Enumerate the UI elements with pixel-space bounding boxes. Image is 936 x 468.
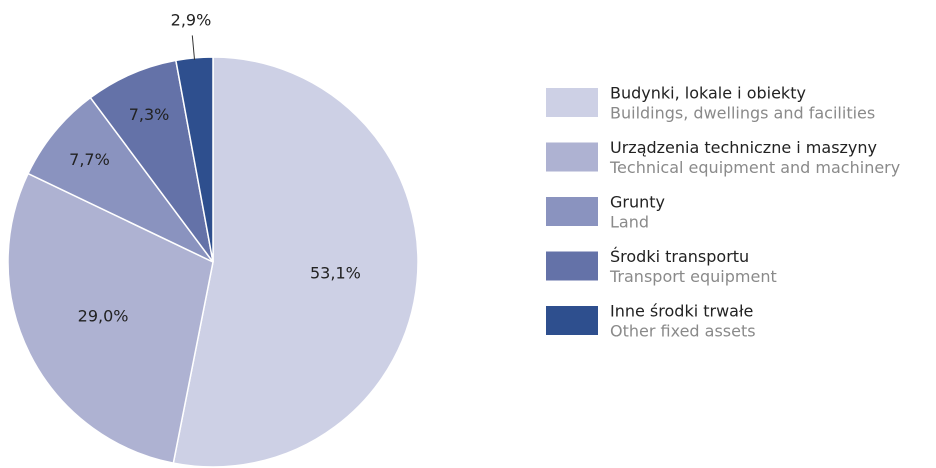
pie-slice	[172, 56, 419, 468]
legend-label-en: Transport equipment	[609, 267, 777, 286]
legend-label-en: Land	[610, 213, 649, 232]
data-label: 7,3%	[129, 105, 170, 124]
legend-label: Grunty	[610, 193, 665, 212]
data-label: 53,1%	[310, 263, 361, 282]
legend-label: Budynki, lokale i obiekty	[610, 84, 806, 103]
legend-swatch	[546, 197, 598, 226]
legend-label-en: Buildings, dwellings and facilities	[610, 104, 875, 123]
legend-label: Inne środki trwałe	[610, 302, 753, 321]
legend-swatch	[546, 142, 598, 172]
legend-label-en: Other fixed assets	[610, 322, 756, 341]
data-label: 7,7%	[69, 150, 110, 169]
legend-label-en: Technical equipment and machinery	[609, 158, 900, 177]
legend-label: Środki transportu	[610, 247, 749, 266]
pie-slice	[7, 172, 214, 465]
legend-swatch	[546, 306, 598, 335]
legend-swatch	[546, 251, 598, 281]
legend-swatch	[546, 88, 598, 117]
data-label: 2,9%	[171, 11, 212, 30]
pie-slice	[27, 96, 214, 263]
legend-label: Urządzenia techniczne i maszyny	[610, 138, 877, 157]
data-label: 29,0%	[78, 307, 129, 326]
leader-line	[191, 35, 196, 60]
